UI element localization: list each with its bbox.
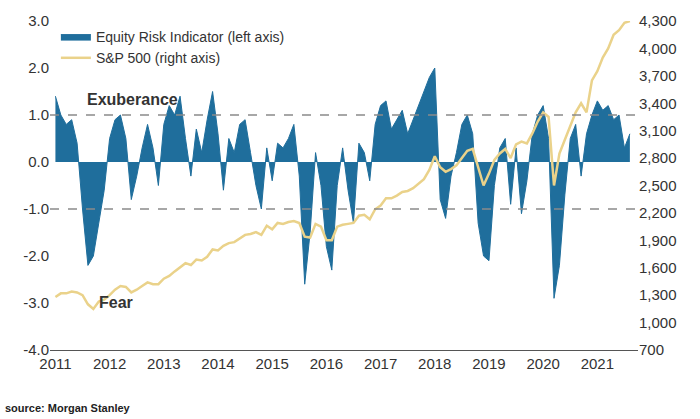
svg-text:-4.0: -4.0 bbox=[23, 341, 49, 358]
svg-text:1,600: 1,600 bbox=[639, 259, 677, 276]
svg-text:2016: 2016 bbox=[310, 355, 343, 372]
svg-text:3,100: 3,100 bbox=[639, 122, 677, 139]
svg-text:2020: 2020 bbox=[526, 355, 559, 372]
svg-text:2,200: 2,200 bbox=[639, 204, 677, 221]
svg-text:4,000: 4,000 bbox=[639, 40, 677, 57]
svg-text:2011: 2011 bbox=[39, 355, 71, 372]
svg-text:3.0: 3.0 bbox=[28, 12, 49, 29]
svg-text:3,700: 3,700 bbox=[639, 67, 677, 84]
svg-text:Fear: Fear bbox=[99, 294, 133, 311]
svg-text:3,400: 3,400 bbox=[639, 95, 677, 112]
svg-text:1,900: 1,900 bbox=[639, 232, 677, 249]
svg-text:-2.0: -2.0 bbox=[23, 247, 49, 264]
svg-text:2018: 2018 bbox=[418, 355, 451, 372]
svg-text:4,300: 4,300 bbox=[639, 12, 677, 29]
svg-text:2013: 2013 bbox=[147, 355, 180, 372]
svg-text:0.0: 0.0 bbox=[28, 153, 49, 170]
svg-text:1.0: 1.0 bbox=[28, 106, 49, 123]
svg-text:source: Morgan Stanley: source: Morgan Stanley bbox=[5, 402, 131, 414]
svg-text:2021: 2021 bbox=[581, 355, 614, 372]
svg-text:2.0: 2.0 bbox=[28, 59, 49, 76]
svg-text:700: 700 bbox=[639, 341, 664, 358]
svg-text:S&P 500 (right axis): S&P 500 (right axis) bbox=[96, 50, 220, 66]
svg-text:2017: 2017 bbox=[364, 355, 397, 372]
svg-text:2,800: 2,800 bbox=[639, 149, 677, 166]
svg-text:2015: 2015 bbox=[256, 355, 289, 372]
svg-text:1,300: 1,300 bbox=[639, 286, 677, 303]
svg-text:1,000: 1,000 bbox=[639, 314, 677, 331]
svg-text:-3.0: -3.0 bbox=[23, 294, 49, 311]
svg-text:2014: 2014 bbox=[201, 355, 234, 372]
svg-text:2019: 2019 bbox=[472, 355, 505, 372]
svg-text:Exuberance: Exuberance bbox=[87, 91, 178, 108]
svg-text:2,500: 2,500 bbox=[639, 177, 677, 194]
svg-text:2012: 2012 bbox=[93, 355, 126, 372]
svg-text:Equity Risk Indicator (left ax: Equity Risk Indicator (left axis) bbox=[96, 29, 284, 45]
svg-text:-1.0: -1.0 bbox=[23, 200, 49, 217]
